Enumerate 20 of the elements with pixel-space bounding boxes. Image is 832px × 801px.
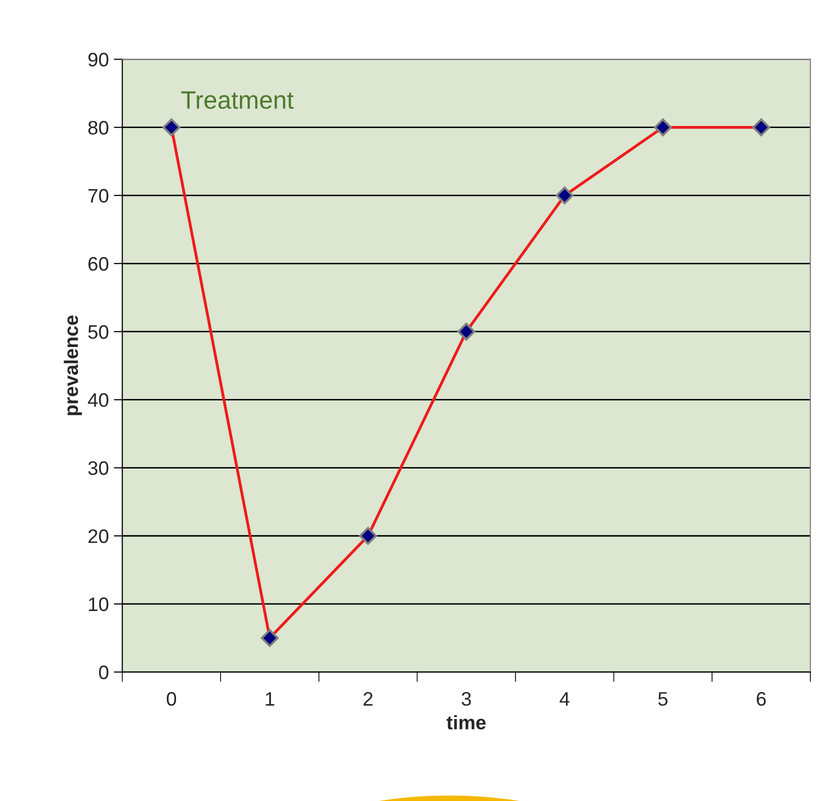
y-tick-label: 10 (88, 597, 108, 612)
y-axis-title: prevalence (64, 316, 82, 416)
x-tick-label: 6 (756, 692, 766, 706)
x-tick-label: 5 (658, 692, 668, 706)
x-axis-title: time (446, 715, 486, 730)
y-tick-label: 0 (99, 666, 108, 680)
x-tick-label: 3 (462, 692, 471, 706)
y-tick-label: 20 (88, 529, 108, 544)
annotation: Treatment (181, 91, 294, 109)
y-tick-label: 90 (88, 52, 108, 67)
y-tick-label: 40 (88, 393, 108, 407)
x-tick-label: 4 (560, 692, 570, 706)
x-tick-label: 1 (266, 692, 274, 706)
x-tick-label: 0 (166, 692, 176, 706)
y-tick-label: 60 (88, 256, 108, 271)
y-tick-label: 70 (88, 188, 108, 203)
y-tick-label: 50 (88, 325, 108, 339)
y-tick-label: 80 (88, 120, 108, 135)
y-tick-label: 30 (88, 461, 108, 476)
x-tick-label: 2 (364, 692, 372, 706)
